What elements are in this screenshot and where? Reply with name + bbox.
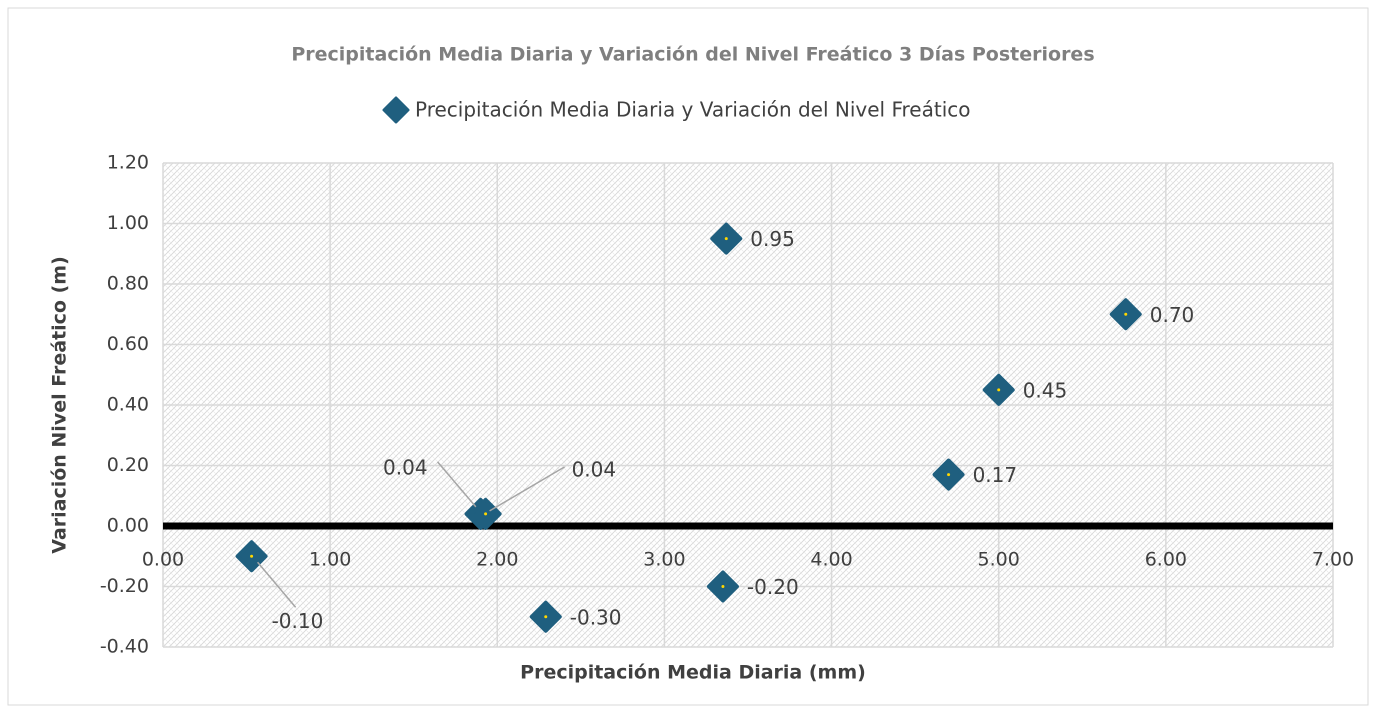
y-tick-label: 0.80 <box>107 273 149 295</box>
y-tick-label: 1.00 <box>107 212 149 234</box>
y-tick-label: 0.00 <box>107 515 149 537</box>
data-label: 0.95 <box>750 227 795 251</box>
chart-title: Precipitación Media Diaria y Variación d… <box>291 44 1094 66</box>
x-tick-label: 7.00 <box>1312 549 1354 571</box>
data-label: -0.30 <box>570 605 622 629</box>
point-center <box>544 615 548 619</box>
data-label: 0.70 <box>1150 303 1195 327</box>
y-axis-title: Variación Nivel Freático (m) <box>49 256 71 554</box>
x-tick-label: 2.00 <box>476 549 518 571</box>
data-label: 0.17 <box>973 463 1018 487</box>
data-label: 0.04 <box>572 457 617 481</box>
x-tick-label: 5.00 <box>978 549 1020 571</box>
point-center <box>997 388 1001 392</box>
leader-line <box>437 461 479 510</box>
x-tick-label: 3.00 <box>643 549 685 571</box>
y-tick-label: -0.20 <box>100 575 149 597</box>
x-tick-label: 0.00 <box>142 549 184 571</box>
point-center <box>484 512 488 516</box>
y-tick-label: 0.40 <box>107 394 149 416</box>
legend-marker <box>382 96 410 124</box>
y-tick-label: 0.60 <box>107 333 149 355</box>
data-label: -0.20 <box>747 575 799 599</box>
point-center <box>721 585 725 588</box>
data-label: 0.45 <box>1023 378 1068 402</box>
point-center <box>724 237 728 241</box>
point-center <box>1124 312 1128 316</box>
x-tick-label: 4.00 <box>810 549 852 571</box>
y-tick-label: 1.20 <box>107 152 149 174</box>
x-tick-label: 1.00 <box>309 549 351 571</box>
y-tick-label: -0.40 <box>100 636 149 658</box>
leader-line <box>257 561 297 608</box>
data-label: -0.10 <box>272 609 324 633</box>
data-label: 0.04 <box>383 455 428 479</box>
x-axis-title: Precipitación Media Diaria (mm) <box>520 662 866 684</box>
leader-line <box>489 466 565 512</box>
point-center <box>250 554 254 558</box>
legend-label: Precipitación Media Diaria y Variación d… <box>415 98 971 122</box>
x-tick-label: 6.00 <box>1145 549 1187 571</box>
point-center <box>947 473 951 477</box>
y-tick-label: 0.20 <box>107 454 149 476</box>
